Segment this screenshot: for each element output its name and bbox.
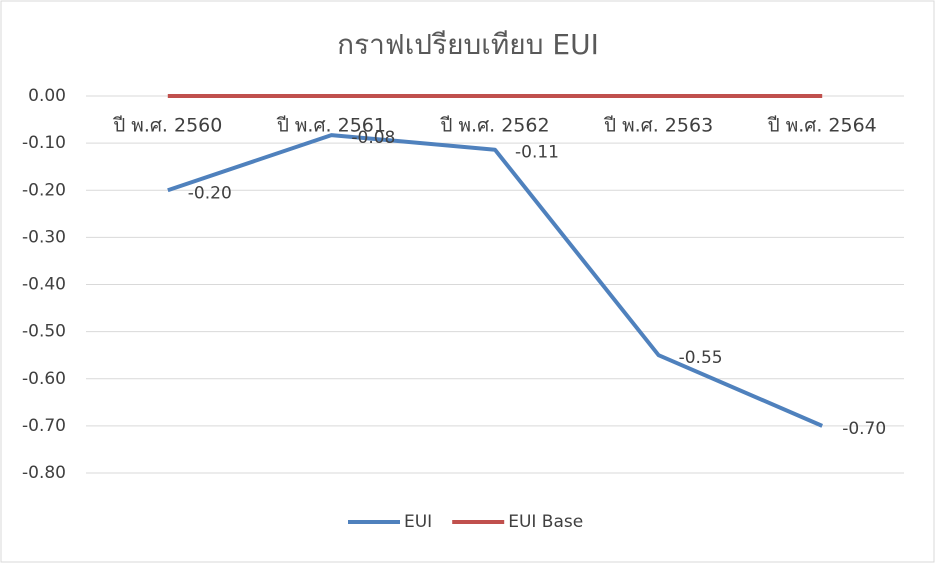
y-tick-label: -0.30 xyxy=(22,227,66,247)
series-line xyxy=(167,133,823,428)
x-tick-label: ปี พ.ศ. 2564 xyxy=(767,115,877,137)
x-tick-label: ปี พ.ศ. 2560 xyxy=(112,115,222,137)
y-tick-label: -0.80 xyxy=(22,463,66,483)
x-tick-label: ปี พ.ศ. 2562 xyxy=(440,115,550,137)
data-label: -0.20 xyxy=(188,183,232,203)
data-label: -0.55 xyxy=(679,348,723,368)
data-label: -0.08 xyxy=(351,128,395,148)
x-tick-label: ปี พ.ศ. 2563 xyxy=(603,115,713,137)
y-tick-label: -0.40 xyxy=(22,275,66,295)
y-tick-label: -0.20 xyxy=(22,180,66,200)
chart-title: กราฟเปรียบเทียบ EUI xyxy=(337,28,599,61)
x-tick-label: ปี พ.ศ. 2561 xyxy=(276,115,386,137)
data-label: -0.11 xyxy=(515,143,559,163)
data-label: -0.70 xyxy=(842,419,886,439)
legend-label: EUI Base xyxy=(508,512,583,532)
y-tick-label: -0.60 xyxy=(22,369,66,389)
y-tick-label: -0.10 xyxy=(22,133,66,153)
y-tick-label: -0.50 xyxy=(22,322,66,342)
y-tick-label: 0.00 xyxy=(28,86,66,106)
legend-label: EUI xyxy=(404,512,432,532)
y-tick-label: -0.70 xyxy=(22,416,66,436)
